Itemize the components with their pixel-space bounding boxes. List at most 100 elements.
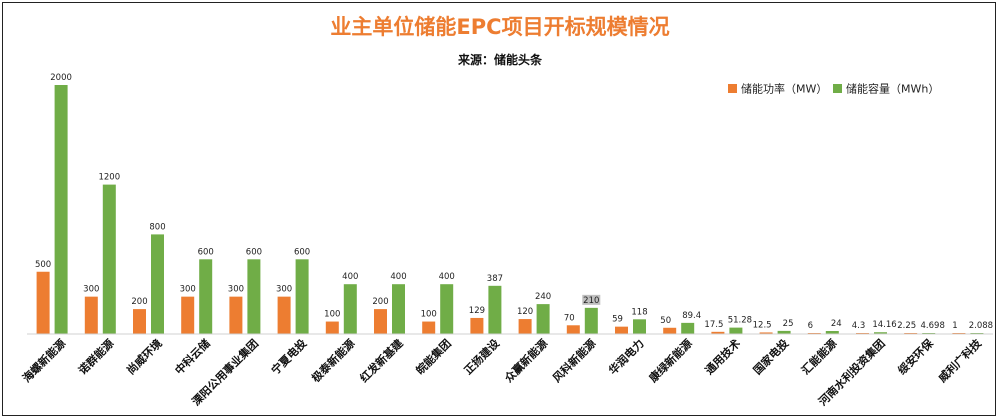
chart-title: 业主单位储能EPC项目开标规模情况: [330, 15, 669, 39]
value-label-capacity-12: 118: [631, 307, 647, 317]
bar-power-9: [470, 317, 484, 334]
value-label-capacity-10: 240: [535, 292, 551, 302]
bar-power-5: [277, 296, 291, 334]
bar-capacity-15: [777, 330, 791, 334]
chart-frame: 业主单位储能EPC项目开标规模情况 来源：储能头条 储能功率（MW） 储能容量（…: [2, 2, 996, 416]
bar-capacity-16: [825, 331, 839, 334]
value-label-highlight: [582, 294, 601, 305]
category-label-9: 正扬建设: [461, 336, 503, 378]
value-label-capacity-4: 600: [246, 247, 262, 257]
bar-capacity-7: [392, 284, 405, 334]
category-label-12: 华润电力: [606, 336, 647, 377]
value-label-capacity-6: 400: [342, 272, 358, 282]
value-label-power-18: 2.25: [897, 321, 916, 331]
bars-group: [36, 85, 984, 334]
value-label-power-5: 300: [276, 285, 292, 295]
category-label-19: 威利广科技: [935, 336, 984, 385]
bar-capacity-10: [536, 304, 550, 334]
bar-power-8: [422, 321, 436, 334]
chart-subtitle: 来源：储能头条: [457, 52, 543, 67]
value-label-power-10: 120: [517, 307, 533, 317]
bar-power-11: [566, 325, 580, 334]
bar-capacity-17: [874, 332, 887, 334]
value-label-capacity-3: 600: [198, 247, 214, 257]
value-label-power-7: 200: [372, 297, 388, 307]
value-label-capacity-16: 24: [831, 319, 842, 329]
bar-capacity-13: [681, 322, 695, 334]
category-label-7: 红发新基建: [357, 336, 406, 385]
value-label-power-12: 59: [612, 315, 623, 325]
category-label-14: 通用技术: [702, 336, 743, 377]
value-labels-group: 5002000300120020080030060030060030060010…: [35, 73, 993, 331]
value-label-capacity-18: 4.698: [921, 321, 945, 331]
bar-chart: 业主单位储能EPC项目开标规模情况 来源：储能头条 储能功率（MW） 储能容量（…: [19, 15, 993, 409]
value-label-power-1: 300: [83, 285, 99, 295]
value-label-power-19: 1: [952, 321, 957, 331]
value-label-power-15: 12.5: [753, 320, 772, 330]
value-label-capacity-5: 600: [294, 247, 310, 257]
bar-capacity-9: [488, 285, 502, 334]
category-label-16: 汇能能源: [798, 336, 839, 377]
category-label-10: 众赢新能源: [501, 336, 550, 385]
bar-capacity-3: [199, 259, 213, 334]
value-label-power-6: 100: [324, 310, 340, 320]
bar-power-13: [663, 327, 677, 334]
value-label-capacity-19: 2.088: [969, 321, 993, 331]
legend-swatch-capacity: [833, 84, 842, 93]
value-label-capacity-0: 2000: [50, 73, 72, 83]
legend: 储能功率（MW） 储能容量（MWh）: [728, 82, 939, 96]
bar-power-0: [36, 271, 50, 334]
bar-power-3: [181, 296, 195, 334]
value-label-power-4: 300: [228, 285, 244, 295]
value-label-capacity-11: 210: [583, 296, 599, 306]
value-label-power-16: 6: [808, 321, 813, 331]
legend-label-capacity: 储能容量（MWh）: [846, 82, 939, 96]
bar-capacity-11: [584, 307, 598, 334]
category-label-6: 极泰新能源: [309, 336, 358, 385]
category-label-15: 国家电投: [750, 336, 791, 377]
value-label-capacity-9: 387: [487, 274, 503, 284]
category-label-11: 风科新能源: [550, 336, 599, 385]
value-label-capacity-15: 25: [783, 319, 794, 329]
value-label-capacity-14: 51.28: [728, 316, 752, 326]
bar-power-2: [133, 309, 146, 334]
bar-capacity-12: [633, 319, 646, 334]
legend-swatch-power: [728, 84, 737, 93]
value-label-power-9: 129: [469, 306, 485, 316]
value-label-capacity-7: 400: [390, 272, 406, 282]
category-label-1: 诺群能源: [75, 336, 116, 377]
value-label-capacity-1: 1200: [98, 173, 120, 183]
bar-capacity-2: [151, 234, 164, 334]
bar-power-6: [325, 321, 339, 334]
category-label-2: 尚威环境: [124, 336, 165, 377]
value-label-capacity-8: 400: [439, 272, 455, 282]
category-label-18: 绥安环保: [895, 336, 937, 378]
value-label-power-2: 200: [131, 297, 147, 307]
bar-power-15: [759, 332, 773, 334]
value-label-power-11: 70: [564, 313, 575, 323]
bar-power-12: [615, 326, 628, 334]
bar-capacity-5: [295, 259, 309, 334]
value-label-power-8: 100: [421, 310, 437, 320]
category-label-5: 宁夏电投: [268, 336, 309, 377]
value-label-power-14: 17.5: [704, 320, 723, 330]
value-label-capacity-17: 14.16: [872, 320, 896, 330]
bar-power-7: [374, 309, 387, 334]
bar-capacity-4: [247, 259, 261, 334]
category-labels-group: 海螺新能源 诺群能源 尚威环境 中科云储溧阳公用事业集团 宁夏电投 极泰新能源 红发新基建皖…: [19, 336, 984, 409]
legend-label-power: 储能功率（MW）: [741, 82, 827, 96]
value-label-power-13: 50: [660, 316, 671, 326]
category-label-8: 皖能集团: [413, 336, 454, 377]
value-label-power-17: 4.3: [852, 321, 866, 331]
category-label-13: 康绿新能源: [646, 336, 695, 385]
bar-power-1: [84, 296, 98, 334]
value-label-power-0: 500: [35, 260, 51, 270]
category-label-0: 海螺新能源: [19, 336, 68, 385]
value-label-capacity-13: 89.4: [682, 311, 701, 321]
bar-capacity-8: [440, 284, 454, 334]
category-label-3: 中科云储: [172, 336, 213, 377]
value-label-power-3: 300: [180, 285, 196, 295]
bar-capacity-0: [54, 85, 68, 334]
bar-power-4: [229, 296, 243, 334]
bar-power-14: [711, 331, 725, 334]
